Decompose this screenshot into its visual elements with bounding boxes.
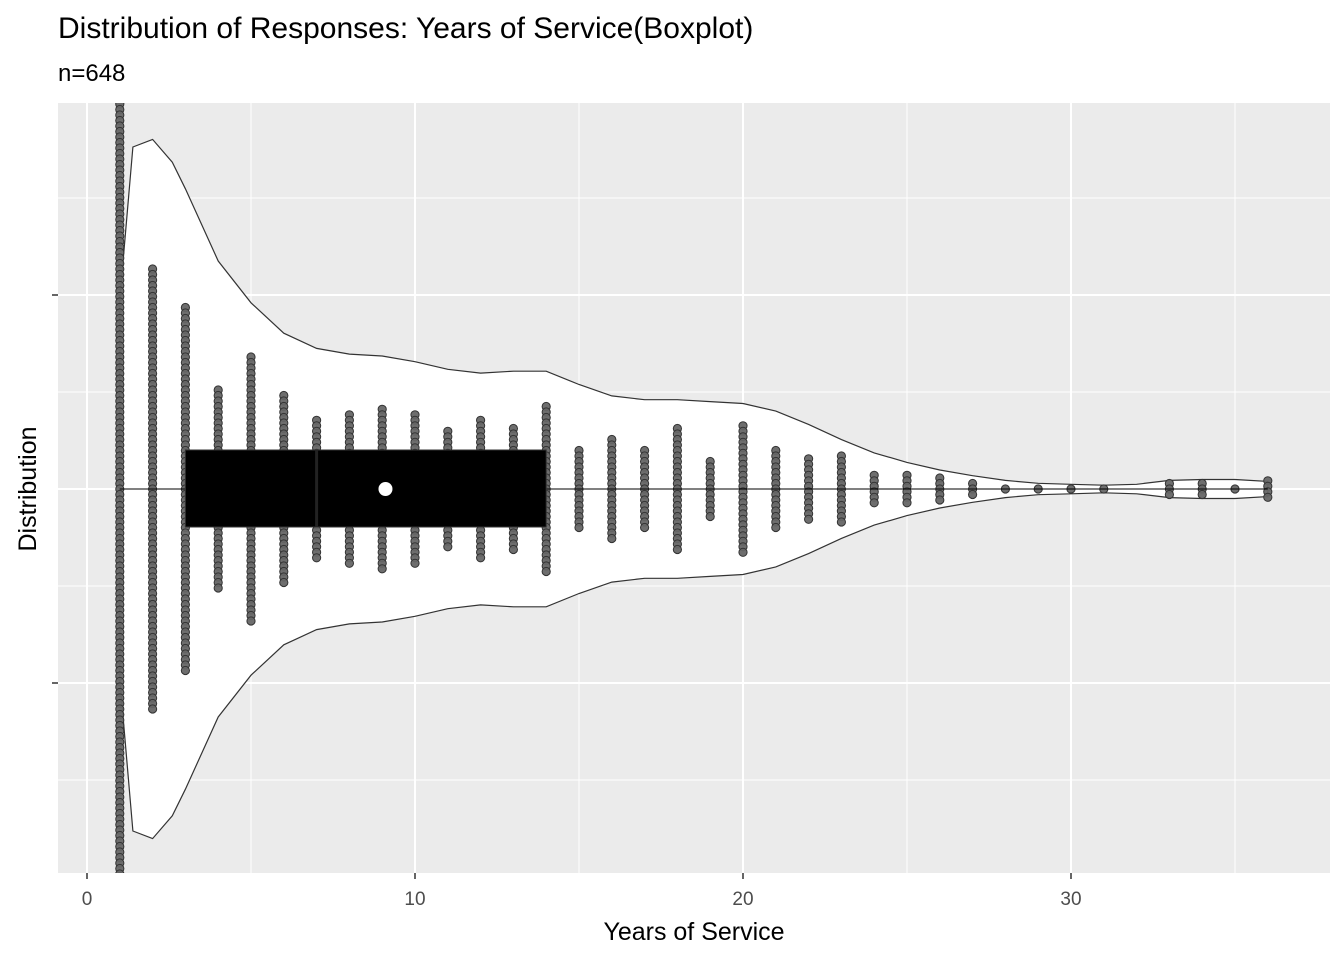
x-tick-label: 10 <box>404 889 425 910</box>
data-dot <box>869 498 879 508</box>
data-dot <box>902 498 912 508</box>
data-dot <box>771 522 781 533</box>
chart-title: Distribution of Responses: Years of Serv… <box>58 12 754 45</box>
data-dot <box>443 542 453 552</box>
x-tick-label: 20 <box>732 889 753 910</box>
data-dot <box>574 522 584 533</box>
data-dot <box>672 544 683 555</box>
data-dot <box>344 558 354 568</box>
boxplot-box <box>184 449 547 528</box>
data-dot <box>738 547 748 557</box>
data-dot <box>1197 489 1207 500</box>
data-dot <box>804 514 814 524</box>
data-dot <box>607 533 617 544</box>
data-dot <box>312 553 322 563</box>
x-tick-label: 0 <box>82 889 93 910</box>
data-dot <box>1263 492 1273 502</box>
data-dot <box>180 665 190 676</box>
data-dot <box>935 495 945 505</box>
data-dot <box>246 616 256 626</box>
axes: 0 10 20 30 <box>52 294 1082 910</box>
data-dot <box>1164 489 1175 500</box>
x-tick-label: 30 <box>1060 889 1081 910</box>
data-dot <box>213 583 223 593</box>
data-dot <box>148 704 158 714</box>
data-dot <box>705 511 715 522</box>
mean-point <box>378 482 393 496</box>
data-dot <box>836 517 847 527</box>
data-dot <box>541 566 551 577</box>
data-dot <box>115 869 125 873</box>
x-axis-title: Years of Service <box>603 918 784 946</box>
data-dot <box>377 564 387 574</box>
data-dot <box>476 553 486 563</box>
data-dot <box>640 522 650 533</box>
data-dot <box>279 577 289 588</box>
data-dot <box>410 558 420 568</box>
data-dot <box>968 489 978 500</box>
chart-subtitle: n=648 <box>58 60 126 87</box>
y-axis-title: Distribution <box>14 426 42 551</box>
data-dot <box>508 544 519 555</box>
